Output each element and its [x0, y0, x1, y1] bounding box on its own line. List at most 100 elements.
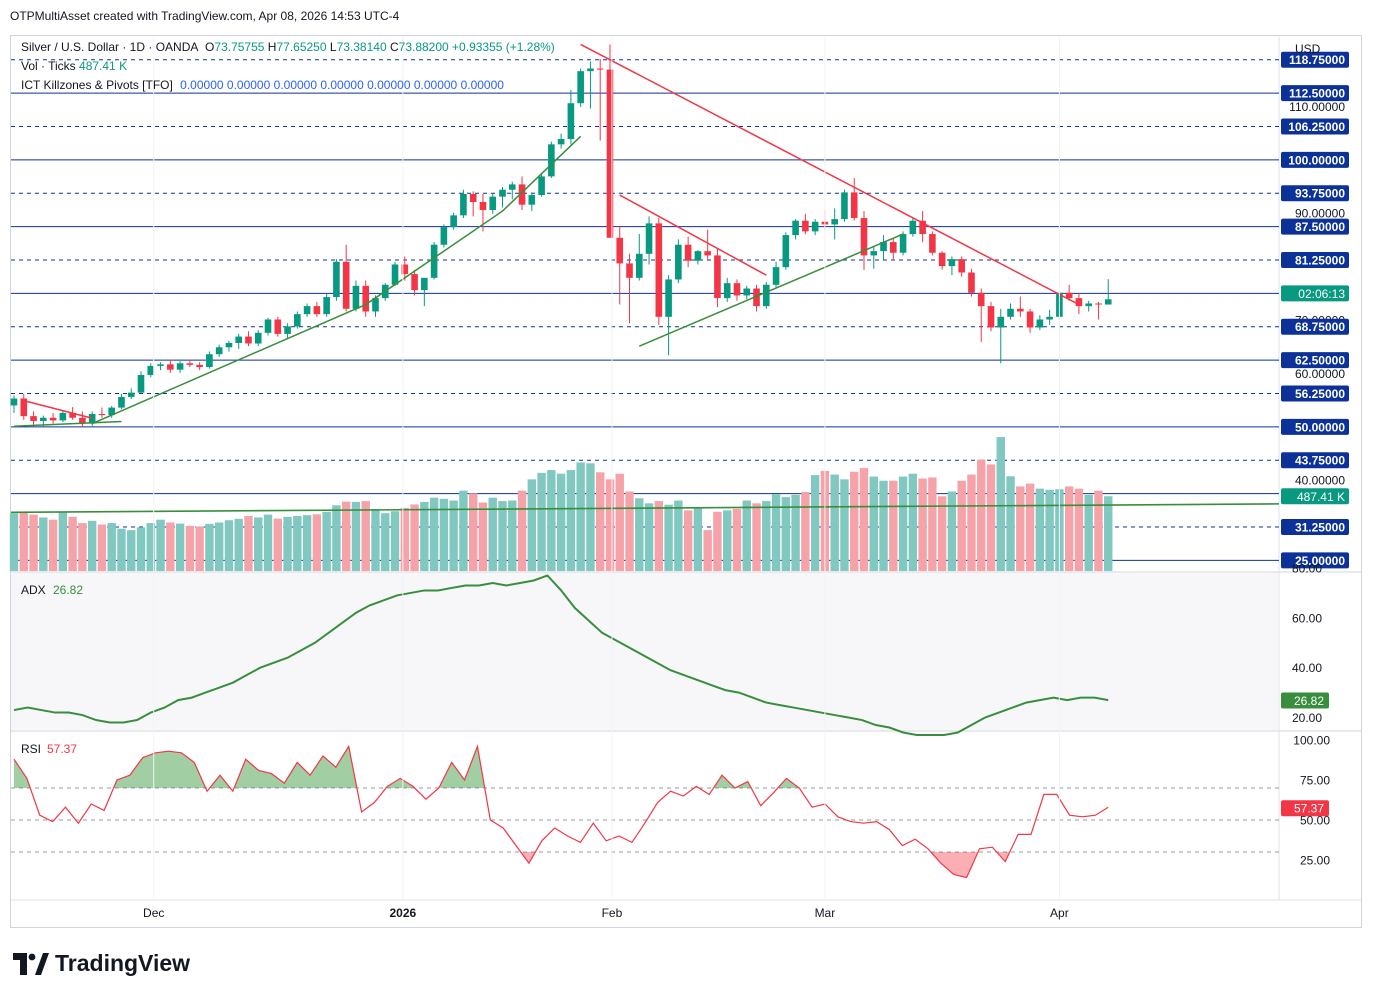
adx-tick-label: 20.00 [1292, 711, 1322, 725]
candle [538, 172, 545, 197]
level-tag [1281, 452, 1349, 469]
candle [919, 211, 926, 243]
volume-legend: Vol · Ticks 487.41 K [21, 59, 127, 73]
indicator-value-3: 0.00000 [273, 78, 318, 92]
rsi-tick-label: 75.00 [1300, 774, 1330, 788]
volume-bar [214, 522, 224, 571]
candle [1095, 301, 1102, 320]
candle [850, 177, 858, 221]
candle [929, 231, 936, 256]
volume-bars [9, 437, 1280, 571]
candle [401, 256, 409, 281]
candle-body [88, 414, 96, 424]
attribution-text: OTPMultiAsset created with TradingView.c… [10, 9, 400, 23]
candle [450, 212, 457, 230]
candle [870, 245, 878, 269]
volume-tag [1281, 488, 1349, 505]
candle [802, 213, 809, 235]
candle-body [919, 220, 926, 235]
volume-bar [869, 476, 878, 571]
candle-body [391, 264, 399, 285]
candle-body [127, 392, 135, 397]
candle [655, 218, 663, 325]
volume-bar [449, 500, 458, 571]
currency-button[interactable]: USD [1295, 42, 1321, 56]
price-tick-label: 25.00000 [1295, 554, 1345, 568]
volume-bar [1104, 496, 1113, 571]
candle-body [411, 274, 418, 291]
candle-body [596, 68, 604, 70]
candle-body [557, 138, 565, 145]
adx-value: 26.82 [53, 583, 83, 597]
candle-body [1036, 319, 1044, 328]
candle-body [548, 144, 555, 177]
candle [557, 133, 565, 149]
candle [841, 189, 848, 222]
candle-body [352, 285, 360, 309]
volume-bar [78, 523, 87, 571]
candle-body [49, 417, 57, 421]
level-tag [1281, 85, 1349, 102]
volume-bar [87, 520, 97, 571]
indicator-value-6: 0.00000 [413, 78, 458, 92]
candle [186, 359, 194, 368]
candle-body [401, 264, 409, 275]
volume-bar [341, 501, 351, 571]
candle-body [421, 277, 428, 291]
candle-body [333, 261, 340, 298]
candle [274, 316, 282, 337]
candle-body [245, 336, 252, 344]
candle-body [948, 259, 956, 267]
indicator-value-2: 0.00000 [226, 78, 271, 92]
chart-frame[interactable] [10, 35, 1362, 928]
high-value: 77.65250 [276, 40, 327, 54]
rsi-value-tag [1281, 800, 1329, 817]
volume-bar [1035, 488, 1045, 571]
price-tick-label: 62.50000 [1295, 354, 1345, 368]
candle-body [294, 314, 301, 327]
brand-name: TradingView [55, 950, 191, 976]
volume-bar [674, 500, 683, 571]
candle-body [10, 398, 18, 406]
adx-line [13, 574, 1109, 736]
candle [225, 340, 233, 352]
volume-bar [840, 479, 849, 571]
candle [723, 277, 731, 302]
candle-body [665, 279, 672, 317]
price-tick-label: 106.25000 [1288, 120, 1345, 134]
uptrend-line [13, 420, 122, 428]
candle-body [235, 336, 243, 343]
volume-bar [635, 498, 644, 571]
candle [313, 301, 321, 317]
low-value: 73.38140 [336, 40, 387, 54]
volume-bar [166, 522, 175, 571]
level-tag [1281, 518, 1349, 535]
price-tick-label: 90.00000 [1295, 207, 1345, 221]
candle [665, 275, 672, 356]
candle-body [79, 417, 86, 424]
volume-bar [498, 501, 507, 571]
volume-bar [771, 494, 781, 571]
candle [987, 301, 995, 332]
candle [499, 187, 506, 208]
candle-body [1095, 303, 1102, 305]
candle-body [772, 267, 780, 285]
price-tick-label: 81.25000 [1295, 253, 1345, 267]
volume-bar [654, 501, 664, 571]
volume-bar [928, 477, 937, 571]
candle-body [20, 398, 28, 417]
trendlines [13, 43, 1080, 428]
candle-body [469, 193, 477, 203]
candle [176, 361, 184, 373]
candle-body [762, 284, 770, 307]
level-tag [1281, 251, 1349, 268]
volume-bar [361, 501, 370, 571]
candle-body [977, 292, 985, 307]
uptrend-line [638, 233, 904, 347]
candle-body [587, 68, 594, 72]
volume-bar [459, 490, 468, 571]
volume-bar [996, 437, 1005, 571]
candle-body [704, 251, 711, 256]
